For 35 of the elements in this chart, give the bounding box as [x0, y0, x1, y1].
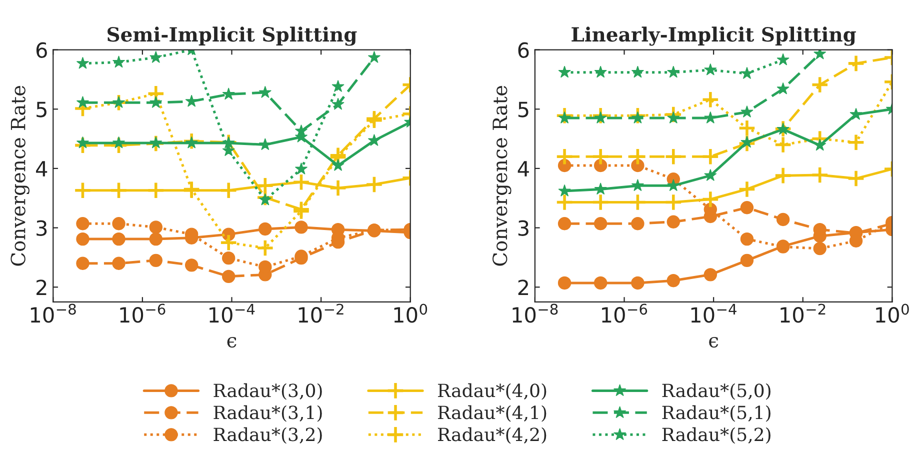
y-axis-title: Convergence Rate — [492, 86, 512, 266]
x-axis-title: ϵ — [227, 336, 236, 348]
y-tick-label: 5 — [518, 102, 528, 118]
x-tick-label: 10$^{−2}$ — [780, 304, 826, 323]
x-tick-label: 10$^{−2}$ — [298, 304, 344, 323]
x-tick-label: 10$^{−8}$ — [512, 304, 558, 323]
x-axis-title: ϵ — [709, 336, 718, 348]
x-tick-label: 10$^{0}$ — [876, 304, 909, 323]
y-tick-label: 3 — [518, 220, 528, 236]
x-tick-label: 10$^{0}$ — [394, 304, 428, 323]
x-tick-label: 10$^{−8}$ — [30, 304, 76, 323]
y-tick-label: 6 — [36, 42, 47, 58]
legend-label: Radau*(5,2) — [662, 427, 770, 444]
y-axis-title: Convergence Rate — [10, 86, 30, 266]
legend-label: Radau*(3,1) — [214, 405, 322, 422]
legend-label: Radau*(5,0) — [662, 383, 770, 400]
legend-label: Radau*(4,0) — [438, 383, 546, 400]
y-tick-label: 5 — [36, 102, 46, 118]
chart-title: Linearly-Implicit Splitting — [572, 26, 856, 46]
y-tick-label: 2 — [36, 280, 46, 296]
legend-label: Radau*(5,1) — [662, 405, 770, 422]
legend-label: Radau*(3,2) — [214, 427, 322, 444]
y-tick-label: 3 — [36, 220, 47, 236]
x-tick-label: 10$^{−6}$ — [120, 304, 166, 323]
chart-title: Semi-Implicit Splitting — [108, 26, 357, 46]
y-tick-label: 4 — [36, 161, 48, 176]
legend-label: Radau*(4,2) — [438, 427, 546, 444]
x-tick-label: 10$^{−4}$ — [691, 304, 736, 323]
legend-label: Radau*(3,0) — [214, 383, 322, 400]
y-tick-label: 6 — [518, 42, 529, 58]
x-tick-label: 10$^{−4}$ — [210, 304, 255, 323]
legend-label: Radau*(4,1) — [438, 405, 546, 422]
y-tick-label: 2 — [518, 280, 528, 296]
x-tick-label: 10$^{−6}$ — [602, 304, 648, 323]
y-tick-label: 4 — [518, 161, 529, 176]
